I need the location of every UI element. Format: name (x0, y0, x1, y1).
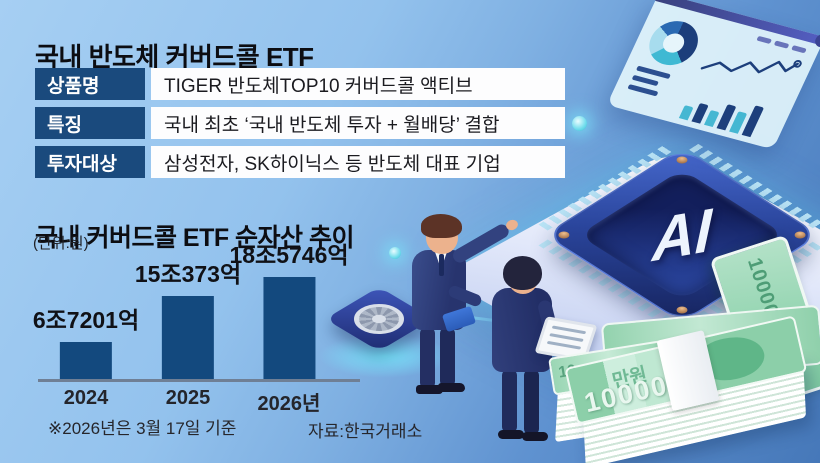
glow-marker-icon (572, 116, 587, 131)
bar-group-2024: 6조7201억 (33, 301, 139, 379)
mini-line-chart-icon (700, 60, 802, 74)
row-label: 투자대상 (35, 146, 145, 178)
table-row: 투자대상 삼성전자, SK하이닉스 등 반도체 대표 기업 (35, 146, 565, 178)
x-axis-label: 2024 (63, 387, 109, 409)
etf-spec-table: 상품명 TIGER 반도체TOP10 커버드콜 액티브 특징 국내 최초 ‘국내… (35, 68, 565, 178)
chart-title: 국내 커버드콜 ETF 순자산 추이 (35, 223, 355, 252)
row-label: 특징 (35, 107, 145, 139)
bar-value-label: 15조373억 (134, 261, 242, 287)
chart-source: 자료:한국거래소 (308, 422, 423, 441)
bar-chart: 6조7201억 15조373억 18조5746억 2024 2025 2026년 (33, 236, 360, 415)
bar-value-label: 6조7201억 (32, 307, 140, 333)
businessman-with-tablet (478, 256, 598, 442)
row-value: TIGER 반도체TOP10 커버드콜 액티브 (151, 68, 565, 100)
ai-chip-label: AI (651, 195, 713, 275)
x-axis-label: 2025 (165, 387, 211, 409)
bar-group-2025: 15조373억 (135, 255, 241, 379)
table-row: 특징 국내 최초 ‘국내 반도체 투자 + 월배당’ 결합 (35, 107, 565, 139)
panel-legend-lines (627, 65, 671, 98)
donut-chart-icon (641, 15, 706, 71)
bar-2026 (262, 277, 315, 379)
chart-footnote: ※2026년은 3월 17일 기준 (48, 419, 237, 438)
x-axis-label: 2026년 (257, 393, 321, 415)
bar-group-2026: 18조5746억 (229, 236, 349, 379)
floating-dashboard-panel (606, 0, 820, 150)
table-row: 상품명 TIGER 반도체TOP10 커버드콜 액티브 (35, 68, 565, 100)
glow-marker-icon (389, 247, 401, 259)
bar-2024 (60, 342, 112, 379)
money-stacks: 10000 10 만원 10000 (548, 234, 820, 463)
chart-unit-label: (단위:원) (33, 235, 89, 252)
row-value: 삼성전자, SK하이닉스 등 반도체 대표 기업 (151, 146, 565, 178)
bar-value-label: 18조5746억 (229, 242, 349, 268)
row-value: 국내 최초 ‘국내 반도체 투자 + 월배당’ 결합 (151, 107, 565, 139)
businessman-pointing (398, 214, 538, 398)
page-title: 국내 반도체 커버드콜 ETF (35, 42, 314, 73)
bar-2025 (162, 296, 214, 379)
row-label: 상품명 (35, 68, 145, 100)
